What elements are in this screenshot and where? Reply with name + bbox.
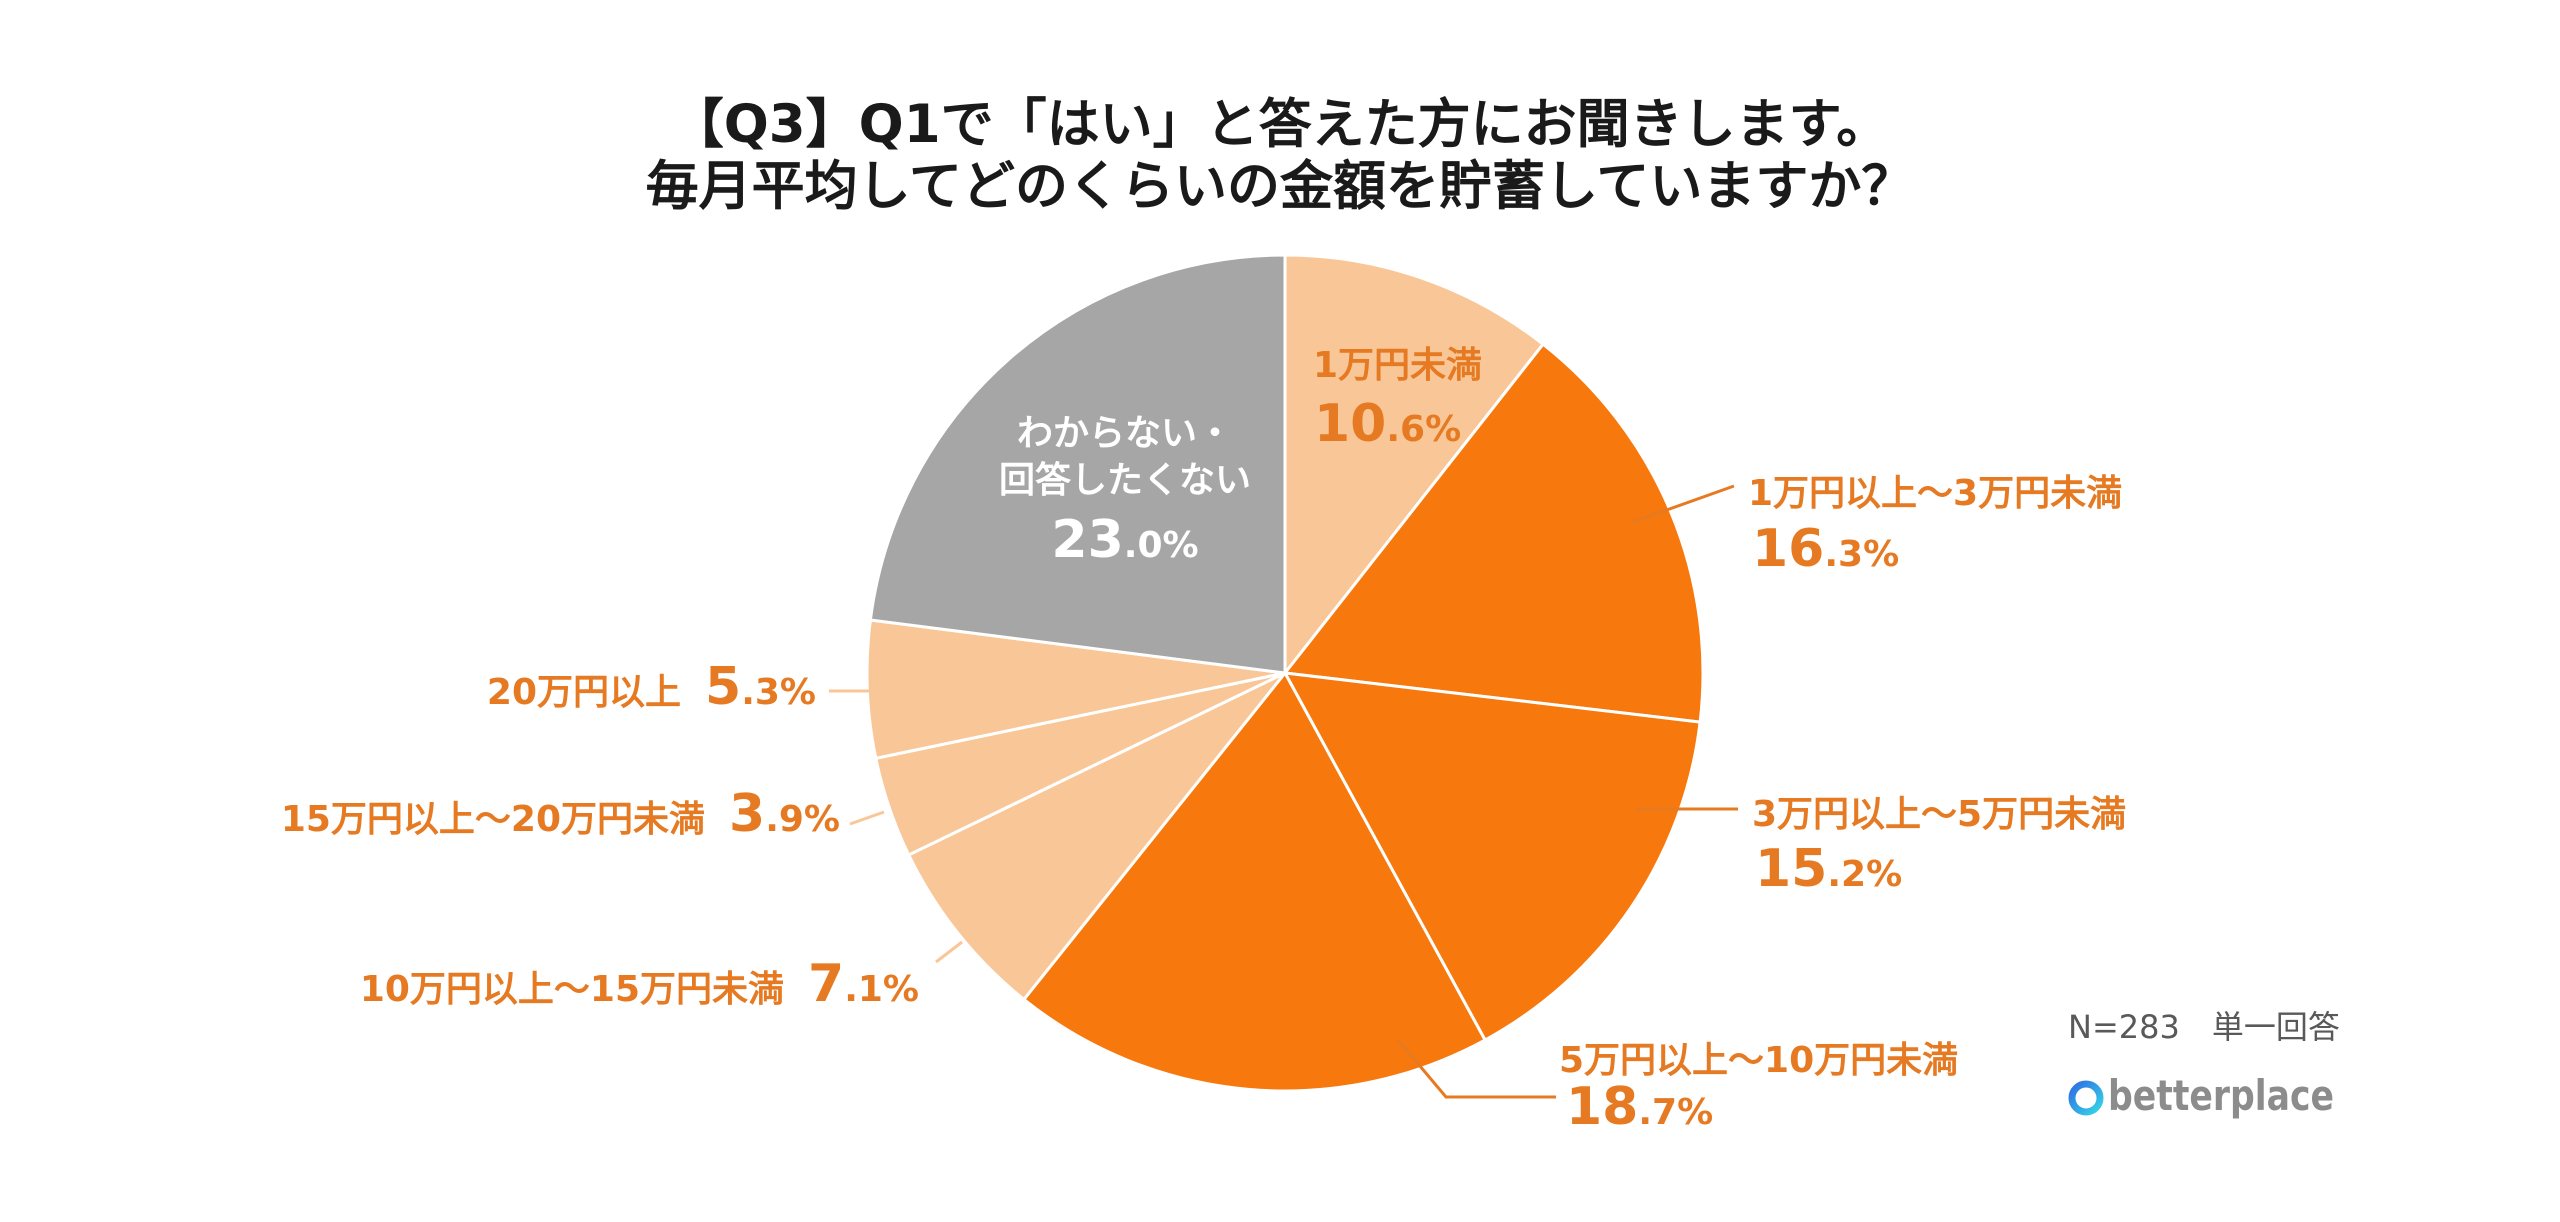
pie-slice-7	[865, 618, 1287, 760]
percent-decimal: .7%	[1638, 1092, 1713, 1133]
percent-decimal: .3%	[741, 672, 816, 713]
betterplace-logo: betterplace	[2066, 1065, 2334, 1124]
percent-decimal: .3%	[1824, 534, 1899, 575]
slice-percent-4: 18.7%	[1566, 1077, 1713, 1137]
slice-label-8: わからない・	[1017, 413, 1233, 454]
percent-integer: 5	[705, 657, 741, 717]
slice-percent-3: 15.2%	[1755, 839, 1902, 899]
slice-label-text: 15万円以上～20万円未満	[281, 799, 705, 840]
slice-label-5: 10万円以上～15万円未満 7.1%	[360, 954, 919, 1014]
percent-integer: 3	[729, 784, 765, 844]
leader-lines	[829, 484, 1738, 1099]
percent-integer: 18	[1566, 1077, 1638, 1137]
slice-label-text: 10万円以上～15万円未満	[360, 969, 784, 1010]
chart-title-line-2: 毎月平均してどのくらいの金額を貯蓄していますか？	[646, 156, 1915, 217]
pie-slice-8	[868, 253, 1287, 675]
slice-label-4: 5万円以上～10万円未満	[1559, 1040, 1958, 1081]
slice-label-2: 1万円以上～3万円未満	[1748, 473, 2122, 514]
slice-label-1: 1万円未満	[1313, 345, 1482, 386]
percent-decimal: .0%	[1124, 525, 1199, 566]
slice-percent-2: 16.3%	[1752, 519, 1899, 579]
percent-decimal: .1%	[844, 969, 919, 1010]
slice-label-6: 15万円以上～20万円未満 3.9%	[281, 784, 840, 844]
percent-integer: 10	[1314, 394, 1386, 454]
percent-decimal: .9%	[765, 799, 840, 840]
percent-integer: 16	[1752, 519, 1824, 579]
pie-slice-1	[1283, 253, 1545, 675]
leader-line-6	[849, 810, 885, 826]
slice-label-8: 回答したくない	[999, 460, 1251, 501]
sample-size-note: N=283 単一回答	[2068, 1008, 2340, 1046]
betterplace-b-icon	[2066, 1065, 2104, 1124]
pie-slice-5	[907, 671, 1287, 1001]
logo-wordmark: betterplace	[2108, 1071, 2334, 1120]
pie-slice-2	[1283, 342, 1705, 724]
pie-slice-4	[1022, 671, 1487, 1093]
pie-slice-3	[1283, 671, 1702, 1042]
chart-title-line-1: 【Q3】Q1で「はい」と答えた方にお聞きします。	[671, 94, 1890, 155]
pie-slices	[865, 253, 1705, 1093]
logo-icon-bowl	[2068, 1080, 2104, 1116]
percent-integer: 23	[1051, 510, 1123, 570]
leader-line-2	[1632, 484, 1735, 524]
leader-line-4	[1396, 1039, 1556, 1099]
slice-percent-8: 23.0%	[1051, 510, 1198, 570]
slice-percent-1: 10.6%	[1314, 394, 1461, 454]
slice-label-7: 20万円以上 5.3%	[487, 657, 816, 717]
leader-line-5	[935, 940, 963, 964]
percent-decimal: .2%	[1827, 854, 1902, 895]
percent-integer: 15	[1755, 839, 1827, 899]
percent-integer: 7	[808, 954, 844, 1014]
percent-decimal: .6%	[1386, 409, 1461, 450]
slice-labels: 1万円未満10.6%1万円以上～3万円未満16.3%3万円以上～5万円未満15.…	[281, 345, 2126, 1137]
slice-label-3: 3万円以上～5万円未満	[1752, 794, 2126, 835]
slice-label-text: 20万円以上	[487, 672, 681, 713]
